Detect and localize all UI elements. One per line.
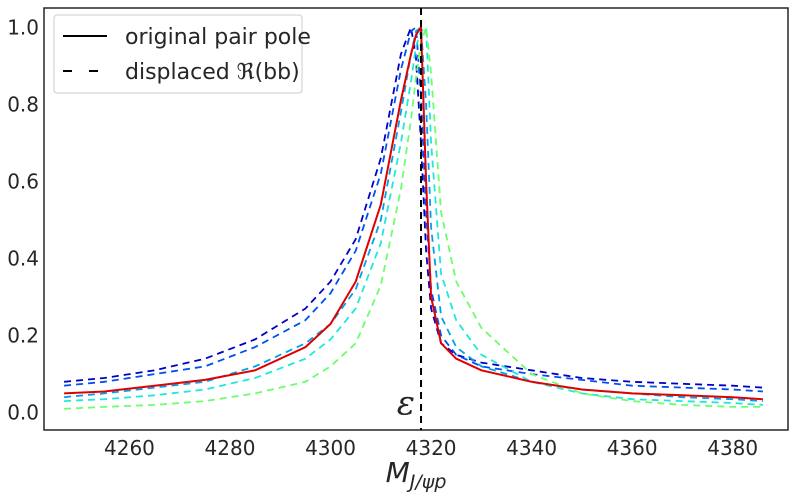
x-tick-label: 4300 [305, 436, 356, 460]
y-tick-label: 0.8 [7, 92, 39, 116]
x-tick-label: 4380 [707, 436, 758, 460]
y-axis-ticks: 0.0 0.2 0.4 0.6 0.8 1.0 [7, 15, 39, 424]
displaced-series-line-0 [64, 23, 763, 389]
displaced-series-line-4 [64, 27, 763, 410]
x-tick-label: 4280 [205, 436, 256, 460]
displaced-series-line-3 [64, 25, 763, 406]
y-tick-label: 0.2 [7, 324, 39, 348]
x-axis-label-main: M [386, 456, 410, 489]
y-tick-label: 1.0 [7, 15, 39, 39]
x-tick-label: 4260 [104, 436, 155, 460]
x-axis-label: MJ/ψp [386, 456, 447, 493]
legend: original pair pole displaced ℜ(bb) [53, 14, 311, 94]
y-tick-label: 0.0 [7, 401, 39, 425]
series-group [64, 23, 763, 410]
x-tick-label: 4360 [607, 436, 658, 460]
y-tick-label: 0.6 [7, 169, 39, 193]
legend-entry-displaced: displaced ℜ(bb) [125, 60, 300, 85]
displaced-series-line-2 [64, 25, 763, 402]
x-axis-label-sub: J/ψp [406, 471, 447, 493]
displaced-series-line-1 [64, 25, 763, 393]
legend-entry-original: original pair pole [125, 25, 311, 50]
x-tick-label: 4320 [406, 436, 457, 460]
y-tick-label: 0.4 [7, 247, 39, 271]
x-axis-ticks: 4260 4280 4300 4320 4340 4360 4380 [104, 436, 758, 460]
legend-box [53, 14, 303, 94]
epsilon-annotation: ε [397, 384, 415, 424]
original-pole-line-5 [64, 24, 763, 401]
x-tick-label: 4340 [506, 436, 557, 460]
